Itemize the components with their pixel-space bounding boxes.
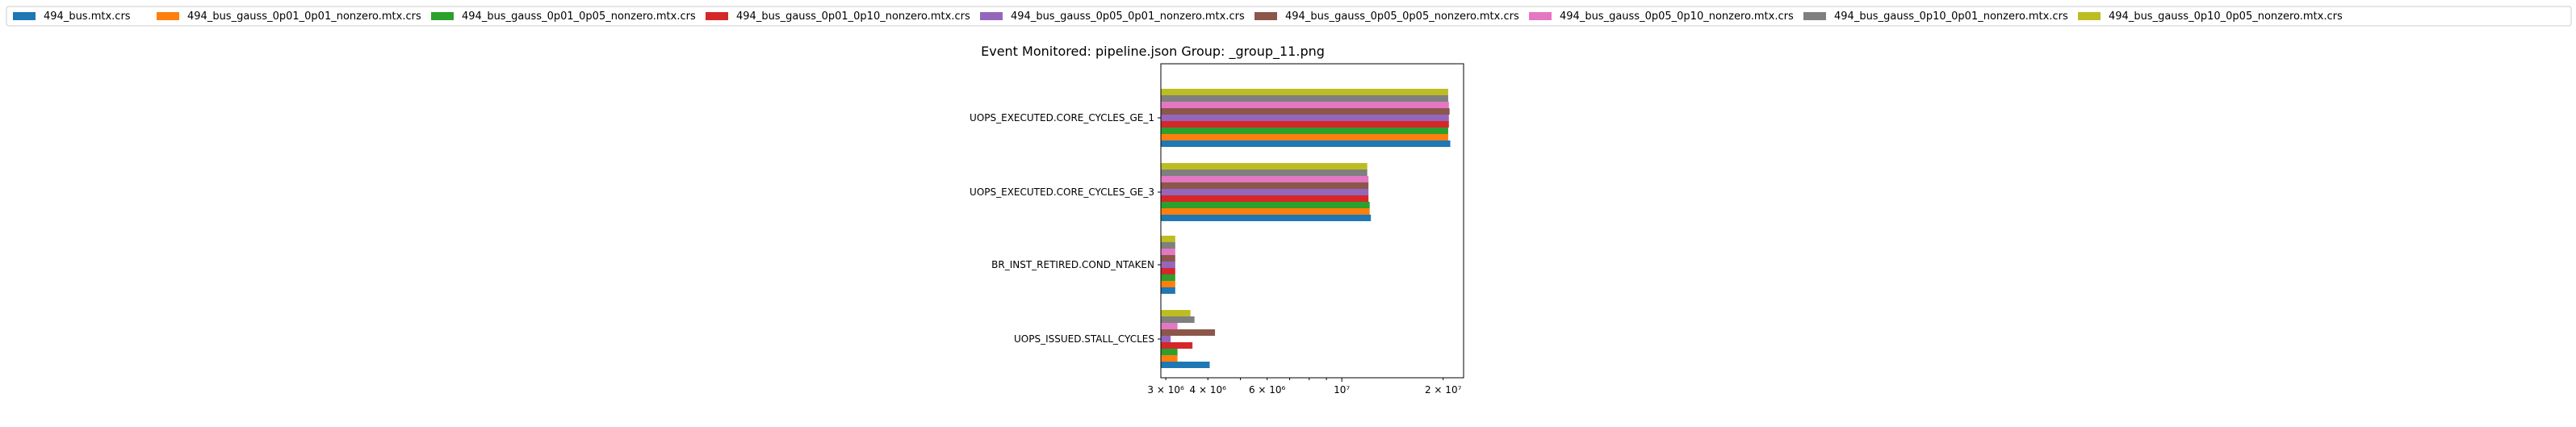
bar (1161, 342, 1193, 349)
legend-entry: 494_bus_gauss_0p05_0p01_nonzero.mtx.crs (980, 10, 1245, 23)
bar (1161, 255, 1175, 262)
legend-entry: 494_bus_gauss_0p01_0p05_nonzero.mtx.crs (431, 10, 696, 23)
bar (1161, 287, 1175, 294)
bar (1161, 236, 1175, 242)
bar (1161, 89, 1448, 95)
bar (1161, 268, 1175, 274)
legend-swatch (1529, 12, 1552, 20)
y-tick-label: UOPS_EXECUTED.CORE_CYCLES_GE_3 (970, 186, 1154, 198)
x-tick-label: 4 × 10⁶ (1190, 384, 1227, 396)
bar (1161, 281, 1175, 287)
legend-swatch (706, 12, 728, 20)
bar (1161, 176, 1369, 182)
y-tick-label: UOPS_ISSUED.STALL_CYCLES (1014, 333, 1154, 345)
legend-entry: 494_bus_gauss_0p05_0p10_nonzero.mtx.crs (1529, 10, 1794, 23)
bar (1161, 316, 1195, 323)
bar (1161, 95, 1448, 102)
bar (1161, 134, 1448, 140)
legend-swatch (1803, 12, 1826, 20)
legend-entry: 494_bus_gauss_0p10_0p01_nonzero.mtx.crs (1803, 10, 2068, 23)
bar (1161, 336, 1171, 342)
legend-entry: 494_bus.mtx.crs (13, 10, 131, 23)
legend-entry: 494_bus_gauss_0p05_0p05_nonzero.mtx.crs (1254, 10, 1519, 23)
legend-label: 494_bus_gauss_0p01_0p01_nonzero.mtx.crs (187, 10, 421, 23)
legend-label: 494_bus_gauss_0p05_0p10_nonzero.mtx.crs (1560, 10, 1794, 23)
legend-label: 494_bus_gauss_0p05_0p05_nonzero.mtx.crs (1285, 10, 1519, 23)
legend-entry: 494_bus_gauss_0p10_0p05_nonzero.mtx.crs (2078, 10, 2343, 23)
legend-label: 494_bus_gauss_0p01_0p05_nonzero.mtx.crs (462, 10, 696, 23)
legend-label: 494_bus.mtx.crs (44, 10, 131, 23)
legend-entry: 494_bus_gauss_0p01_0p10_nonzero.mtx.crs (706, 10, 970, 23)
bar (1161, 170, 1368, 176)
legend-swatch (157, 12, 179, 20)
bar (1161, 362, 1210, 368)
bar (1161, 274, 1175, 281)
bar (1161, 163, 1368, 170)
bar (1161, 140, 1451, 147)
bar (1161, 249, 1175, 255)
bar (1161, 189, 1369, 195)
bar (1161, 355, 1178, 362)
bar (1161, 208, 1370, 215)
legend: 494_bus.mtx.crs 494_bus_gauss_0p01_0p01_n… (6, 6, 2572, 27)
legend-swatch (1254, 12, 1277, 20)
bar (1161, 202, 1370, 208)
bar (1161, 115, 1449, 121)
legend-label: 494_bus_gauss_0p01_0p10_nonzero.mtx.crs (736, 10, 970, 23)
bar (1161, 215, 1372, 221)
legend-swatch (13, 12, 36, 20)
bar (1161, 121, 1449, 128)
bar (1161, 310, 1191, 316)
x-tick-label: 10⁷ (1334, 384, 1350, 396)
bar (1161, 182, 1369, 189)
y-tick-label: UOPS_EXECUTED.CORE_CYCLES_GE_1 (970, 112, 1154, 123)
y-tick-label: BR_INST_RETIRED.COND_NTAKEN (991, 259, 1154, 270)
legend-swatch (431, 12, 454, 20)
bar (1161, 242, 1175, 249)
bar (1161, 102, 1449, 108)
bar (1161, 329, 1216, 336)
legend-swatch (980, 12, 1003, 20)
axes-frame (1160, 63, 1464, 379)
x-tick-label: 3 × 10⁶ (1147, 384, 1184, 396)
x-tick-label: 2 × 10⁷ (1425, 384, 1462, 396)
bar (1161, 195, 1369, 202)
bar (1161, 262, 1175, 268)
chart-title: Event Monitored: pipeline.json Group: _g… (981, 44, 1325, 60)
legend-frame (6, 6, 2572, 27)
legend-label: 494_bus_gauss_0p10_0p05_nonzero.mtx.crs (2109, 10, 2343, 23)
legend-label: 494_bus_gauss_0p05_0p01_nonzero.mtx.crs (1011, 10, 1245, 23)
bar (1161, 349, 1178, 355)
bar (1161, 128, 1448, 134)
bar (1161, 323, 1178, 329)
plot-area: UOPS_EXECUTED.CORE_CYCLES_GE_1 UOPS_EXECU… (970, 63, 1464, 396)
legend-entry: 494_bus_gauss_0p01_0p01_nonzero.mtx.crs (157, 10, 421, 23)
legend-swatch (2078, 12, 2101, 20)
legend-label: 494_bus_gauss_0p10_0p01_nonzero.mtx.crs (1834, 10, 2068, 23)
bar (1161, 108, 1450, 115)
x-tick-label: 6 × 10⁶ (1249, 384, 1286, 396)
